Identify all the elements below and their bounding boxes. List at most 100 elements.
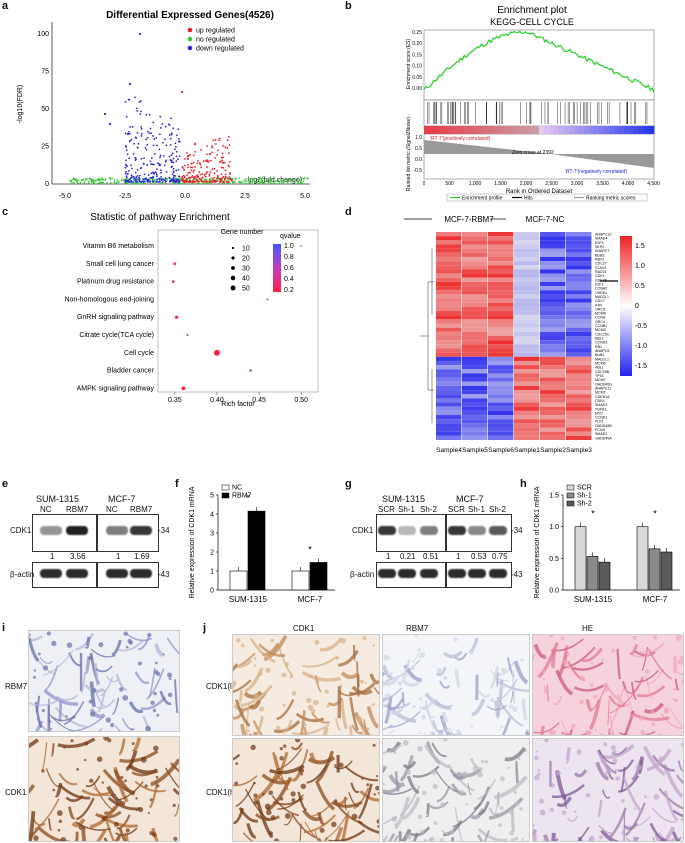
tissue-nucleus — [422, 790, 427, 796]
tissue-nucleus — [152, 708, 157, 713]
tissue-fiber — [252, 720, 263, 735]
tissue-fiber — [625, 836, 640, 841]
volcano-point-up — [227, 164, 230, 167]
heatmap-cell — [566, 344, 592, 349]
bar — [660, 551, 673, 591]
volcano-point-up — [220, 177, 223, 180]
tissue-fiber — [71, 818, 86, 828]
tissue-nucleus — [103, 737, 110, 741]
volcano-point-down — [169, 137, 172, 140]
blot-lane-label: NC — [40, 505, 52, 514]
cdk1-band — [106, 526, 128, 535]
heatmap-cell — [540, 431, 566, 436]
tissue-nucleus — [283, 744, 287, 748]
volcano-point-down — [146, 164, 148, 166]
volcano-point-down — [145, 177, 147, 180]
tissue-fiber — [323, 836, 329, 841]
pathway-xlabel: Rich factor — [221, 401, 255, 408]
heatmap-cell — [488, 352, 514, 357]
heatmap-gene: ANAPC13 — [595, 233, 611, 237]
tissue-nucleus — [383, 654, 390, 661]
volcano-point-no — [133, 182, 135, 185]
heatmap-cell — [488, 265, 514, 270]
tissue-fiber — [551, 832, 556, 841]
heatmap-scale-label: -0.5 — [635, 323, 647, 330]
tissue-fiber — [253, 771, 281, 803]
heatmap-cell — [436, 410, 462, 416]
volcano-point-up — [212, 139, 215, 142]
heatmap-cell — [566, 373, 592, 378]
tissue-fiber — [41, 742, 48, 770]
tissue-nucleus — [156, 784, 160, 788]
volcano-point-no — [110, 181, 112, 184]
tissue-nucleus — [105, 717, 111, 723]
tissue-nucleus — [63, 746, 66, 749]
heatmap-cell — [514, 302, 540, 307]
tissue-nucleus — [319, 827, 325, 833]
heatmap-cell — [488, 423, 514, 428]
heatmap-cell — [488, 331, 514, 336]
blot-e-row1: CDK1 — [10, 526, 32, 535]
tissue-nucleus — [490, 698, 495, 703]
volcano-point-no — [291, 179, 293, 182]
tissue-nucleus — [101, 781, 104, 784]
heatmap-cell — [436, 240, 462, 245]
blot-g-row2: β-actin — [350, 570, 375, 579]
volcano-point-down — [130, 180, 133, 182]
heatmap-cell — [488, 261, 514, 266]
heatmap-cell — [540, 373, 566, 378]
volcano-point-up — [206, 160, 209, 163]
heatmap-cell — [514, 406, 540, 411]
heatmap-cell — [566, 281, 592, 287]
tissue-nucleus — [72, 715, 76, 719]
volcano-point-no — [69, 179, 71, 182]
heatmap-cell — [436, 290, 462, 295]
volcano-point-down — [125, 149, 128, 152]
tissue-nucleus — [253, 800, 258, 805]
tissue-nucleus — [508, 809, 513, 814]
tissue-fiber — [406, 775, 420, 794]
tissue-fiber — [172, 787, 179, 796]
volcano-point-no — [149, 179, 151, 181]
volcano-point-up — [209, 178, 211, 181]
tissue-nucleus — [437, 731, 443, 735]
tissue-nucleus — [168, 677, 172, 681]
tissue-nucleus — [101, 816, 107, 821]
tissue-nucleus — [236, 638, 241, 643]
gsea-heat-cell — [519, 126, 525, 134]
tissue-nucleus — [525, 750, 528, 753]
tissue-fiber — [454, 806, 463, 841]
size-legend-label: 10 — [242, 246, 250, 253]
bar-legend-label: NC — [232, 485, 242, 492]
tissue-nucleus — [664, 768, 667, 772]
tissue-nucleus — [500, 725, 504, 729]
tissue-nucleus — [677, 659, 683, 665]
volcano-point-up — [222, 156, 225, 159]
volcano-point-no — [205, 178, 207, 180]
volcano-point-no — [154, 179, 157, 182]
heatmap-cell — [540, 269, 566, 274]
tissue-nucleus — [443, 675, 448, 680]
heatmap-cell — [436, 261, 462, 266]
tissue-nucleus — [542, 677, 546, 681]
blot-g-row1: CDK1 — [352, 526, 374, 535]
volcano-point-up — [182, 167, 185, 169]
volcano-point-down — [169, 144, 172, 146]
volcano-point-down — [170, 159, 173, 162]
ihc-j-low-rbm7 — [382, 634, 530, 736]
heatmap-gene: ABL1 — [595, 337, 604, 341]
volcano-point-up — [218, 160, 221, 163]
tissue-nucleus — [302, 731, 308, 735]
heatmap-cell — [488, 410, 514, 416]
ihc-j-low-cdk1 — [232, 634, 380, 736]
tissue-nucleus — [539, 809, 546, 816]
tissue-nucleus — [652, 635, 658, 640]
bar-legend-swatch — [221, 492, 230, 499]
tissue-fiber — [383, 784, 402, 794]
tissue-nucleus — [307, 704, 314, 711]
heatmap-cell — [514, 431, 540, 436]
tissue-nucleus — [51, 640, 57, 647]
tissue-fiber — [646, 748, 672, 772]
bar-ytick: 2 — [210, 550, 214, 557]
volcano-point-no — [261, 181, 264, 184]
